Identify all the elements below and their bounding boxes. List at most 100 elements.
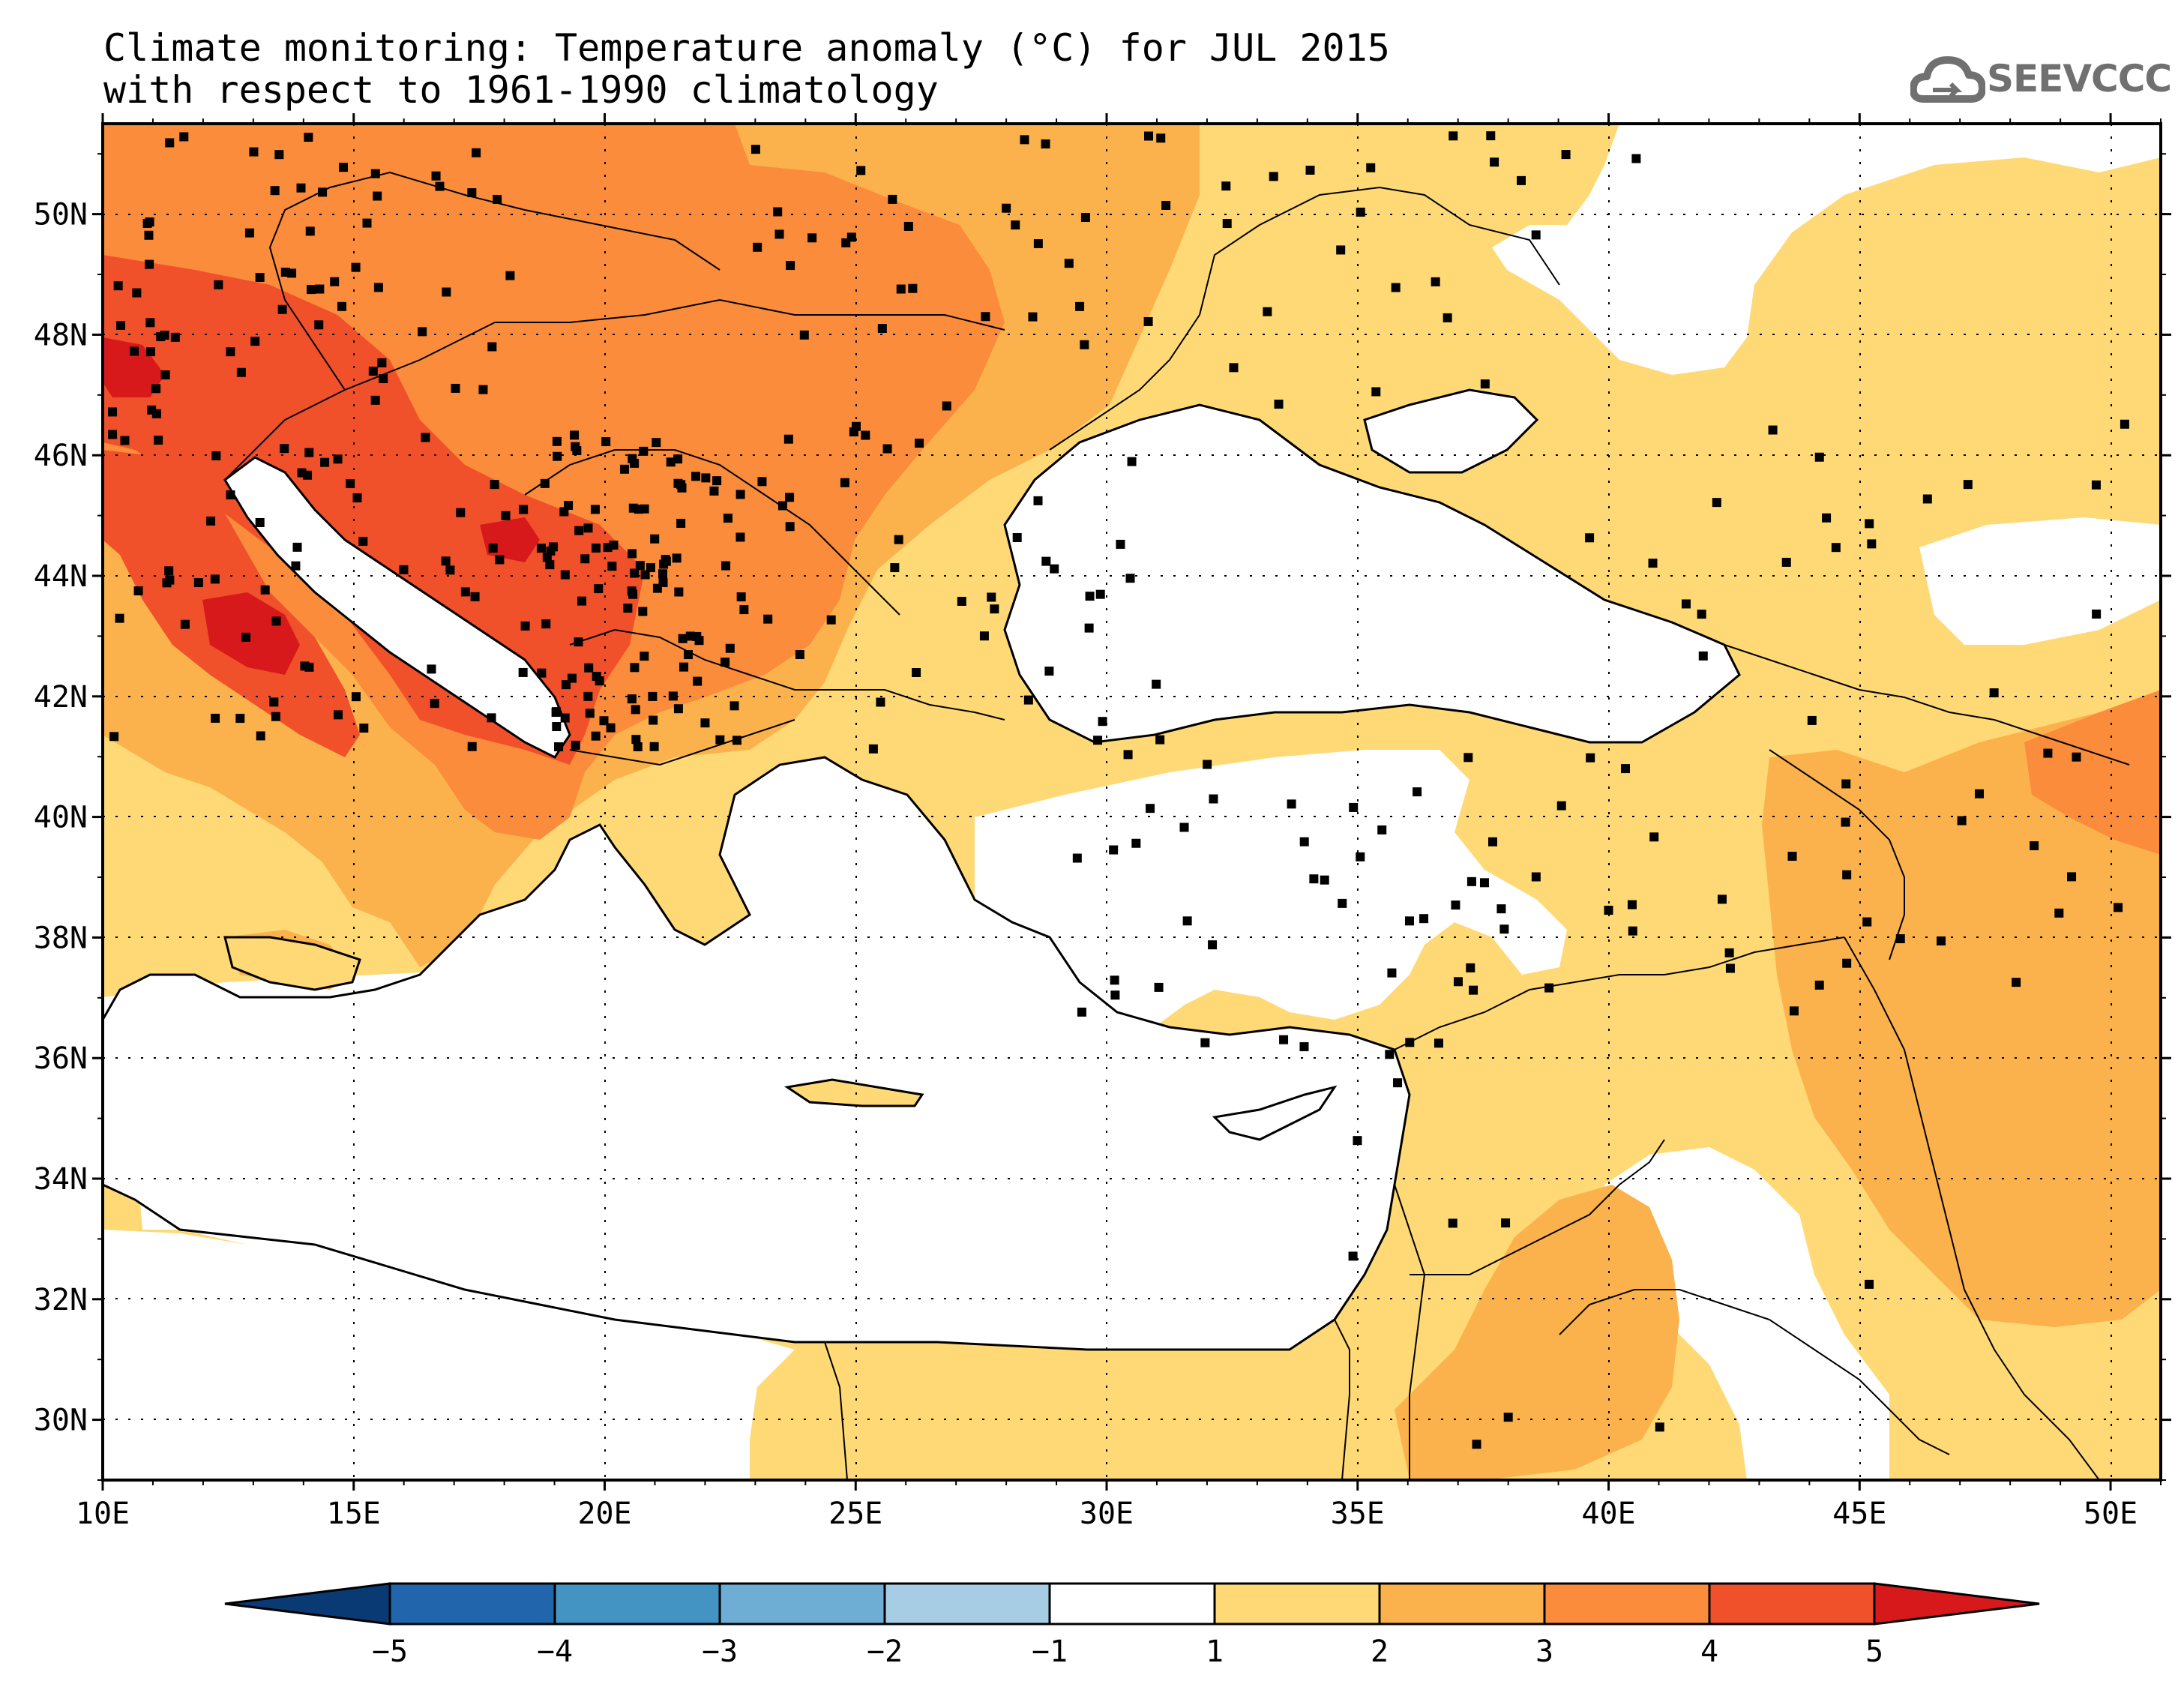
station-marker [1123, 750, 1133, 760]
station-marker [861, 430, 870, 440]
station-marker [1155, 735, 1165, 745]
station-marker [501, 511, 511, 520]
station-marker [165, 138, 175, 148]
station-marker [358, 536, 368, 546]
station-marker [721, 658, 730, 667]
station-marker [145, 347, 155, 357]
station-marker [377, 358, 387, 367]
anomaly-area-3-4-east [2024, 690, 2161, 855]
station-marker [1391, 283, 1401, 292]
station-marker [1922, 494, 1932, 504]
station-marker [700, 718, 710, 728]
station-marker [478, 385, 488, 394]
colorbar-box [388, 1582, 556, 1626]
station-marker [1472, 1440, 1481, 1449]
station-marker [1095, 589, 1105, 599]
station-marker [1466, 963, 1475, 972]
station-marker [164, 566, 174, 576]
station-marker [418, 327, 427, 337]
lon-tick-label: 30E [1080, 1497, 1134, 1531]
station-marker [679, 662, 689, 672]
station-marker [649, 742, 659, 751]
station-marker [562, 680, 571, 690]
station-marker [894, 535, 903, 544]
station-marker [147, 405, 157, 415]
station-marker [1490, 157, 1499, 167]
station-marker [877, 324, 887, 334]
station-marker [211, 451, 221, 460]
station-marker [1725, 963, 1735, 973]
station-marker [606, 723, 616, 733]
station-marker [399, 565, 409, 574]
anomaly-area-above-5-italy [202, 592, 300, 675]
station-marker [876, 697, 885, 707]
colorbar-label: −1 [1032, 1635, 1068, 1669]
station-marker [739, 605, 749, 615]
station-marker [584, 663, 594, 673]
station-marker [1269, 172, 1278, 181]
lat-tick-label: 36N [34, 1041, 88, 1076]
station-marker [1449, 131, 1458, 141]
station-marker [648, 691, 658, 701]
station-marker [1023, 695, 1033, 705]
station-marker [1356, 852, 1365, 861]
station-marker [467, 188, 477, 198]
station-marker [1371, 387, 1381, 397]
station-marker [1320, 875, 1329, 885]
station-marker [359, 724, 369, 733]
station-marker [445, 565, 455, 575]
station-markers [108, 131, 2129, 1449]
station-marker [1393, 1078, 1403, 1088]
station-marker [250, 337, 260, 346]
station-marker [1604, 906, 1613, 915]
latitude-axis: 30N 32N 34N 36N 38N 40N 42N 44N 46N 48N 50N [34, 153, 2171, 1481]
station-marker [306, 285, 316, 295]
station-marker [351, 262, 361, 272]
station-marker [1431, 277, 1440, 286]
station-marker [1152, 679, 1161, 689]
station-marker [783, 434, 793, 444]
station-marker [1041, 556, 1051, 566]
station-marker [1807, 715, 1817, 725]
station-marker [1787, 852, 1797, 861]
country-borders [224, 171, 2130, 1480]
station-marker [210, 574, 220, 584]
colorbar-box [1213, 1582, 1381, 1626]
station-marker [314, 320, 324, 330]
station-marker [318, 187, 328, 197]
station-marker [1050, 564, 1059, 574]
station-marker [795, 650, 804, 660]
station-marker [840, 478, 849, 487]
station-marker [1957, 816, 1967, 826]
station-marker [256, 731, 265, 741]
station-marker [145, 318, 155, 328]
station-marker [1814, 452, 1824, 462]
station-marker [1080, 213, 1090, 223]
station-marker [1585, 533, 1595, 543]
station-marker [255, 273, 265, 283]
station-marker [271, 712, 280, 721]
station-marker [1299, 1042, 1309, 1052]
station-marker [1336, 245, 1346, 255]
station-marker [431, 171, 441, 181]
station-marker [1385, 1050, 1395, 1059]
station-marker [1501, 1218, 1511, 1228]
station-marker [1146, 804, 1155, 814]
sea-of-azov [1363, 388, 1539, 474]
station-marker [673, 454, 683, 464]
station-marker [701, 473, 711, 483]
colorbar-label: −3 [702, 1635, 738, 1669]
cyprus [1212, 1085, 1338, 1141]
station-marker [109, 732, 119, 742]
station-marker [1353, 1136, 1362, 1146]
station-marker [685, 631, 695, 641]
station-marker [571, 740, 580, 750]
station-marker [631, 705, 640, 715]
station-marker [108, 430, 118, 439]
lon-tick-label: 45E [1832, 1497, 1886, 1531]
anomaly-area-2-3-east [1762, 697, 2161, 1327]
colorbar-box [553, 1582, 721, 1626]
station-marker [287, 268, 297, 278]
station-marker [211, 713, 220, 723]
colorbar-label: 4 [1700, 1635, 1718, 1669]
